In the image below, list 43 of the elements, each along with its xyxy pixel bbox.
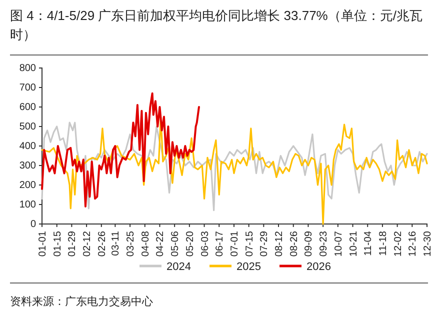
x-tick-label: 03-25 <box>126 230 137 257</box>
x-tick-label: 04-08 <box>140 230 152 257</box>
x-tick-label: 01-01 <box>38 230 48 257</box>
x-tick-label: 01-15 <box>52 230 64 257</box>
y-tick-label: 700 <box>19 82 36 94</box>
x-tick-label: 12-30 <box>422 230 434 257</box>
x-tick-label: 03-11 <box>110 230 122 256</box>
text: 资料来源：广东电力交易中心 <box>10 295 153 308</box>
x-tick-label: 06-03 <box>200 230 211 257</box>
legend-label: 2025 <box>236 261 261 273</box>
chart-title: 图 4：4/1-5/29 广东日前加权平均电价同比增长 33.77%（单位：元/兆瓦时） <box>10 7 424 44</box>
x-tick-label: 07-15 <box>244 230 256 257</box>
x-tick-label: 12-16 <box>408 230 419 257</box>
line-series <box>41 122 428 212</box>
y-tick-label: 800 <box>19 63 36 74</box>
legend-label: 2026 <box>306 261 331 273</box>
x-tick-label: 07-29 <box>259 230 270 257</box>
x-tick-label: 05-06 <box>170 230 182 257</box>
x-tick-label: 05-20 <box>184 230 196 257</box>
x-tick-label: 09-09 <box>304 230 315 257</box>
x-tick-label: 02-12 <box>82 230 94 257</box>
y-tick-label: 100 <box>19 200 36 211</box>
x-tick-label: 07-01 <box>229 230 240 257</box>
y-tick-label: 400 <box>19 141 36 152</box>
y-tick-label: 0 <box>30 219 36 230</box>
x-tick-label: 10-07 <box>333 230 344 257</box>
x-tick-label: 10-21 <box>348 230 360 257</box>
legend-label: 2024 <box>166 261 191 273</box>
y-tick-label: 500 <box>19 122 36 133</box>
x-tick-label: 01-29 <box>67 230 78 257</box>
y-tick-label: 200 <box>19 180 36 192</box>
y-tick-label: 600 <box>19 102 36 114</box>
x-tick-label: 09-23 <box>318 230 330 257</box>
line-series <box>41 92 200 208</box>
x-tick-label: 11-18 <box>378 230 389 256</box>
x-tick-label: 08-12 <box>274 230 286 257</box>
y-tick-label: 300 <box>19 160 36 172</box>
x-tick-label: 12-02 <box>392 230 404 257</box>
x-tick-label: 11-04 <box>363 230 374 256</box>
x-tick-label: 02-26 <box>96 230 108 257</box>
x-tick-label: 08-26 <box>288 230 300 257</box>
x-tick-label: 04-22 <box>155 230 166 257</box>
x-tick-label: 06-17 <box>214 230 226 257</box>
